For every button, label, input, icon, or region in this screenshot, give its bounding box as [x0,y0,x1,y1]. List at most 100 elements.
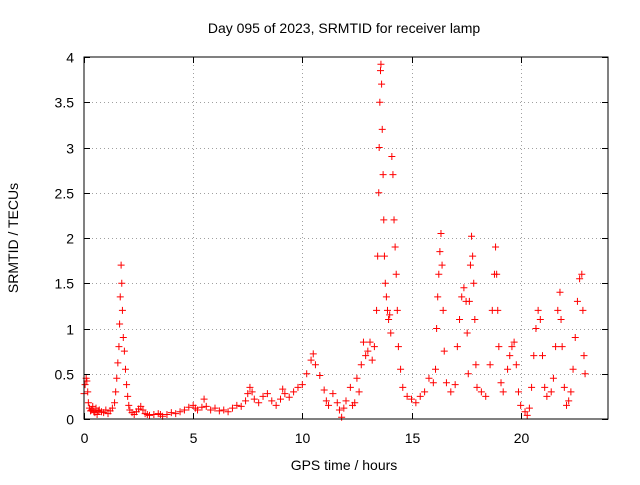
data-point [397,365,405,373]
data-point [438,261,446,269]
data-point [125,401,133,409]
data-point [373,306,381,314]
data-point [298,381,306,389]
data-point [394,343,402,351]
data-point [248,388,256,396]
data-point [571,334,579,342]
data-point [521,408,529,416]
data-point [536,315,544,323]
data-point [460,284,468,292]
data-point [259,392,267,400]
data-point [84,399,92,407]
data-point [433,325,441,332]
y-tick-label: 2.5 [55,186,75,202]
data-point [329,390,337,398]
data-point [434,293,442,301]
data-point [116,293,124,301]
chart-title: Day 095 of 2023, SRMTID for receiver lam… [208,20,481,36]
data-point [123,381,131,389]
data-point [470,279,478,287]
data-point [83,377,91,385]
data-point [549,374,557,382]
x-axis-label: GPS time / hours [291,457,398,473]
data-point [375,189,383,197]
data-point [547,388,555,396]
data-point [198,403,206,411]
data-point [200,395,208,403]
data-point [311,361,319,369]
data-point [87,407,95,415]
data-point [437,229,445,237]
data-point [272,401,280,409]
data-point [228,404,236,412]
data-point [220,406,228,414]
data-point [387,329,395,337]
data-point [514,388,522,396]
y-tick-label: 0.5 [55,367,75,383]
data-point [477,388,485,396]
data-point [237,402,245,410]
data-point [580,352,588,360]
data-point [353,374,361,382]
data-point [255,399,263,407]
data-point [517,401,525,409]
data-point [322,397,330,405]
grid-lines [84,57,608,419]
y-axis-label: SRMTID / TECUs [5,183,21,293]
data-point [440,347,448,355]
data-point [554,306,562,314]
data-point [408,395,415,403]
data-point [416,392,424,400]
data-point [378,125,386,133]
data-point [558,343,566,351]
data-point [552,343,560,351]
data-point [285,393,293,401]
data-point [429,379,437,387]
data-point [432,365,440,373]
x-tick-label: 20 [514,430,530,446]
data-point [532,325,540,332]
data-point [569,365,577,373]
data-point [342,397,350,405]
data-point [497,379,505,387]
data-point [359,338,367,346]
data-point [382,293,390,301]
data-point [556,288,564,296]
data-point [471,315,479,323]
data-point [163,410,171,418]
data-point [442,379,450,387]
data-point [525,404,533,412]
data-point [379,171,387,179]
data-point [150,410,158,418]
data-point [392,270,400,278]
data-point [242,397,250,405]
data-point [202,402,210,410]
data-point [581,370,589,378]
data-point [375,144,383,151]
data-point [378,80,386,88]
data-point [393,306,401,314]
data-point [233,401,241,409]
data-point [119,334,127,342]
data-point [374,252,382,260]
y-tick-label: 0 [66,412,74,428]
data-point [355,388,363,396]
data-point [451,381,459,389]
data-point [93,410,101,418]
data-point [94,407,102,415]
data-point [421,388,429,396]
data-point [465,297,473,305]
data-point [389,171,397,179]
data-point [146,411,153,419]
data-point [495,343,503,351]
data-point [412,399,420,407]
data-point [368,356,376,364]
data-point [565,397,573,405]
data-point [116,320,124,328]
data-point [180,406,188,414]
data-point [120,347,128,355]
data-point [539,352,546,360]
data-point [376,98,384,106]
data-point [263,390,271,398]
data-point [380,252,388,260]
